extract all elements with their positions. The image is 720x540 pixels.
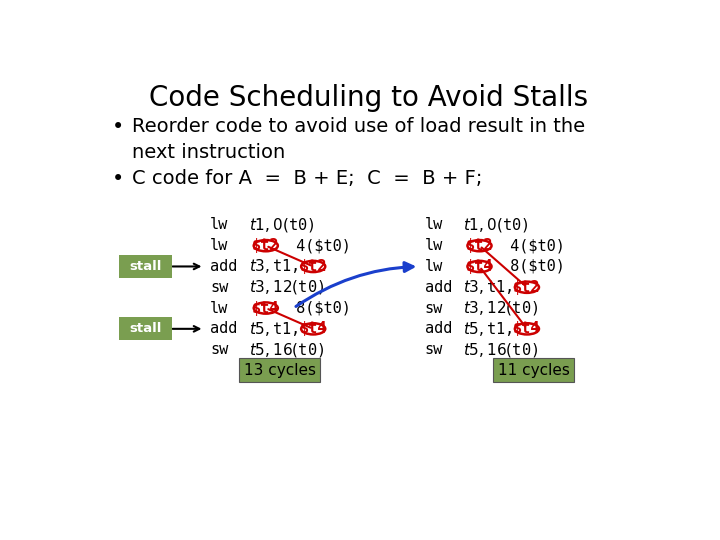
Text: $t5, 16($t0): $t5, 16($t0) (463, 341, 538, 359)
Text: add: add (425, 280, 452, 295)
Text: lw: lw (425, 238, 443, 253)
Text: add: add (210, 321, 238, 336)
Text: $t2: $t2 (252, 238, 279, 253)
Text: lw: lw (210, 301, 228, 315)
Text: sw: sw (210, 342, 228, 357)
Text: C code for A  =  B + E;  C  =  B + F;: C code for A = B + E; C = B + F; (132, 168, 482, 188)
Text: lw: lw (210, 238, 228, 253)
Text: $t2: $t2 (466, 238, 493, 253)
Text: $t1, 0($t0): $t1, 0($t0) (249, 216, 315, 234)
Text: $t3, $t1,: $t3, $t1, (249, 258, 302, 275)
FancyBboxPatch shape (120, 318, 172, 340)
Text: stall: stall (130, 322, 162, 335)
Text: add: add (425, 321, 452, 336)
Text: sw: sw (425, 301, 443, 315)
Text: $t5, $t1,: $t5, $t1, (463, 320, 516, 338)
Text: $t4: $t4 (300, 321, 327, 336)
Text: stall: stall (130, 260, 162, 273)
FancyBboxPatch shape (239, 359, 320, 382)
Text: $t5, $t1,: $t5, $t1, (249, 320, 302, 338)
Text: add: add (210, 259, 238, 274)
Text: $t3, $t1,: $t3, $t1, (463, 278, 516, 296)
Text: $t4: $t4 (513, 321, 541, 336)
Text: $t1, 0($t0): $t1, 0($t0) (463, 216, 528, 234)
Text: lw: lw (425, 218, 443, 232)
Text: $t3, 12($t0): $t3, 12($t0) (463, 299, 538, 317)
Text: $t2: $t2 (513, 280, 541, 295)
Text: $t3, 12($t0): $t3, 12($t0) (249, 278, 324, 296)
Text: $t4: $t4 (466, 259, 493, 274)
Text: sw: sw (425, 342, 443, 357)
Text: lw: lw (425, 259, 443, 274)
Text: 4($t0): 4($t0) (500, 238, 564, 253)
Text: 8($t0): 8($t0) (287, 301, 351, 315)
Text: 11 cycles: 11 cycles (498, 363, 570, 378)
Text: sw: sw (210, 280, 228, 295)
Text: •: • (112, 168, 125, 189)
Text: $t2: $t2 (300, 259, 327, 274)
FancyBboxPatch shape (493, 359, 574, 382)
FancyBboxPatch shape (120, 255, 172, 278)
Text: 13 cycles: 13 cycles (243, 363, 316, 378)
Text: Reorder code to avoid use of load result in the
next instruction: Reorder code to avoid use of load result… (132, 117, 585, 163)
Text: 4($t0): 4($t0) (287, 238, 351, 253)
Text: $t4: $t4 (252, 301, 279, 315)
Text: $t5, 16($t0): $t5, 16($t0) (249, 341, 324, 359)
Text: lw: lw (210, 218, 228, 232)
Text: 8($t0): 8($t0) (500, 259, 564, 274)
Text: •: • (112, 117, 125, 137)
Text: Code Scheduling to Avoid Stalls: Code Scheduling to Avoid Stalls (150, 84, 588, 112)
